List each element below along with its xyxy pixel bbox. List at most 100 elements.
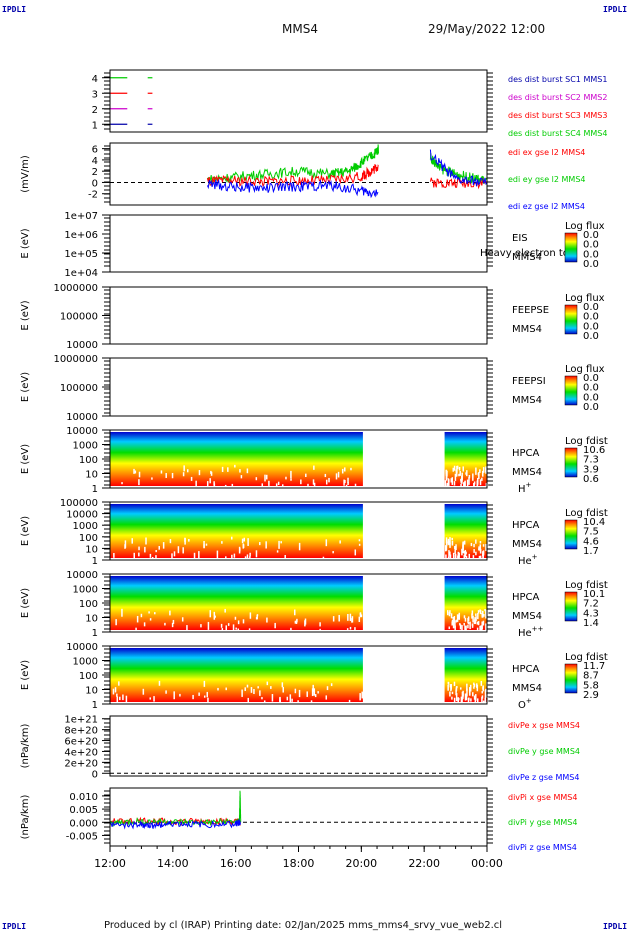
speckle — [479, 479, 482, 486]
speckle — [296, 618, 298, 623]
speckle — [361, 691, 363, 699]
speckle — [358, 543, 361, 546]
speckle — [482, 544, 485, 547]
speckle — [451, 477, 454, 485]
speckle — [206, 481, 209, 487]
time-tick-label: 20:00 — [345, 857, 377, 870]
speckle — [275, 483, 278, 492]
speckle — [459, 624, 462, 630]
y-tick-label: 6e+20 — [64, 737, 98, 748]
speckle — [468, 476, 470, 485]
y-tick-label: -0.005 — [66, 831, 98, 842]
speckle — [243, 537, 246, 542]
colorbar — [564, 447, 578, 478]
y-tick-label: 6 — [92, 145, 98, 156]
speckle — [198, 551, 200, 559]
speckle — [455, 693, 458, 702]
speckle — [458, 697, 460, 701]
speckle — [472, 692, 474, 697]
y-tick-label: 1000 — [73, 585, 98, 596]
speckle — [153, 696, 155, 702]
colorbar-tick-label: 4.6 — [583, 536, 599, 547]
speckle — [473, 483, 475, 489]
speckle — [319, 622, 321, 627]
speckle — [263, 700, 266, 703]
speckle — [469, 684, 472, 692]
speckle — [448, 611, 451, 617]
speckle — [186, 469, 189, 473]
y-tick-label: 10000 — [66, 412, 98, 423]
speckle — [145, 537, 147, 545]
speckle — [479, 555, 482, 560]
species-label: He++ — [518, 625, 544, 639]
speckle — [255, 477, 258, 481]
speckle — [448, 626, 451, 630]
spacecraft-label: MMS4 — [512, 324, 542, 335]
y-tick-label: 10000 — [66, 510, 98, 521]
speckle — [291, 698, 293, 702]
speckle — [217, 687, 219, 691]
speckle — [450, 478, 453, 483]
speckle — [451, 540, 454, 546]
panel-frame — [109, 715, 488, 777]
speckle — [456, 614, 459, 622]
speckle — [460, 687, 462, 690]
speckle — [463, 550, 465, 554]
speckle — [460, 478, 462, 482]
speckle — [171, 622, 174, 628]
speckle — [455, 544, 457, 551]
speckle — [210, 471, 213, 476]
speckle — [261, 483, 264, 487]
speckle — [479, 548, 482, 554]
speckle — [478, 555, 481, 563]
spectrogram-block — [110, 576, 363, 630]
speckle — [354, 549, 357, 556]
colorbar-tick-label: 10.4 — [583, 517, 605, 528]
colorbar-tick-label: 0.0 — [583, 312, 599, 323]
species-charge: + — [532, 553, 538, 561]
speckle — [231, 554, 233, 559]
colorbar-title: Log fdist — [565, 580, 608, 591]
speckle — [466, 683, 468, 691]
speckle — [330, 683, 333, 687]
speckle — [445, 469, 447, 475]
panel-frame — [109, 214, 488, 273]
speckle — [344, 479, 346, 484]
speckle — [246, 468, 249, 474]
speckle — [484, 689, 487, 698]
y-tick-label: 1e+05 — [64, 249, 98, 260]
speckle — [449, 610, 451, 615]
speckle — [134, 470, 137, 474]
panel-frame — [109, 429, 488, 489]
speckle — [220, 623, 223, 628]
speckle — [325, 695, 328, 700]
speckle — [279, 697, 281, 705]
speckle — [221, 628, 224, 631]
panel-divpi: -0.005 0.000 0.005 0.010 (nPa/km) divPi x gse… — [20, 787, 577, 852]
speckle — [224, 484, 227, 493]
speckle — [332, 616, 335, 622]
speckle — [311, 688, 314, 697]
colorbar-tick-label: 0.6 — [583, 474, 599, 485]
y-tick-label: 2 — [92, 105, 98, 116]
y-tick-label: -2 — [88, 190, 98, 201]
speckle — [485, 482, 488, 490]
speckle — [203, 695, 206, 698]
speckle — [454, 473, 457, 481]
speckle — [481, 613, 483, 618]
colorbar-tick-label: 0.0 — [583, 230, 599, 241]
speckle — [471, 613, 473, 619]
y-tick-label: 4e+20 — [64, 747, 98, 758]
speckle — [138, 546, 140, 551]
speckle — [454, 625, 456, 632]
speckle — [225, 625, 228, 633]
speckle — [138, 471, 141, 478]
speckle — [482, 686, 484, 690]
speckle — [359, 612, 362, 618]
spectrogram-block — [444, 648, 487, 702]
footer-credits: Produced by cl (IRAP) Printing date: 02/… — [104, 920, 503, 931]
speckle — [154, 612, 156, 615]
speckle — [477, 698, 479, 703]
